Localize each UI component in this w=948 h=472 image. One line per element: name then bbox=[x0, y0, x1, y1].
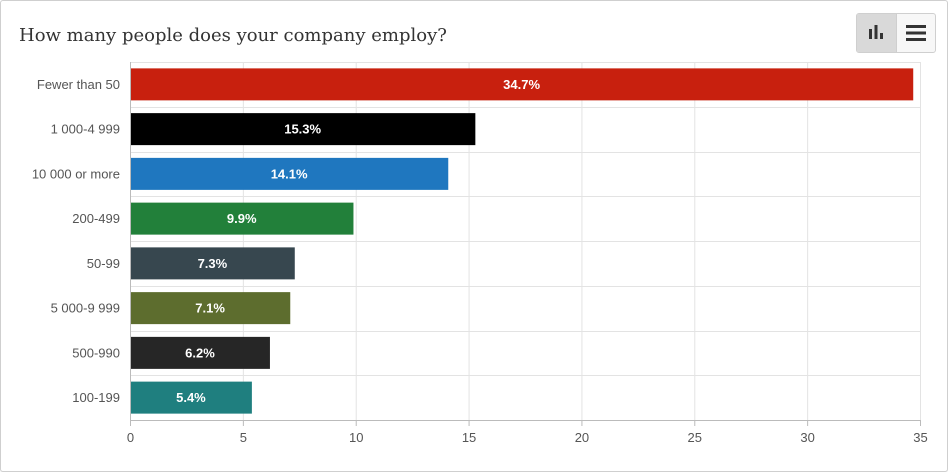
category-label: 5 000-9 999 bbox=[51, 301, 120, 316]
x-tick-label: 20 bbox=[575, 430, 589, 445]
category-label: 500-990 bbox=[72, 345, 120, 360]
bar bbox=[131, 292, 291, 325]
x-tick-label: 35 bbox=[913, 430, 927, 445]
view-toggle bbox=[856, 13, 936, 53]
bar bbox=[131, 247, 295, 280]
data-label: 5.4% bbox=[176, 390, 206, 405]
bar bbox=[131, 202, 354, 235]
category-label: Fewer than 50 bbox=[37, 77, 120, 92]
x-tick-label: 30 bbox=[800, 430, 814, 445]
data-label: 7.1% bbox=[195, 301, 225, 316]
category-label: 50-99 bbox=[87, 256, 120, 271]
x-tick-label: 15 bbox=[462, 430, 476, 445]
data-label: 15.3% bbox=[284, 122, 321, 137]
category-label: 1 000-4 999 bbox=[51, 122, 120, 137]
list-icon bbox=[905, 25, 926, 41]
bar-chart-icon bbox=[869, 25, 884, 39]
x-tick-label: 0 bbox=[127, 430, 134, 445]
x-tick-label: 25 bbox=[688, 430, 702, 445]
bar bbox=[131, 157, 449, 190]
data-label: 14.1% bbox=[271, 166, 308, 181]
category-label: 10 000 or more bbox=[32, 166, 120, 181]
data-label: 9.9% bbox=[227, 211, 257, 226]
category-label: 200-499 bbox=[72, 211, 120, 226]
data-label: 34.7% bbox=[503, 77, 540, 92]
chart-title: How many people does your company employ… bbox=[19, 25, 447, 46]
data-label: 6.2% bbox=[185, 345, 215, 360]
bar bbox=[131, 113, 476, 146]
x-tick-label: 5 bbox=[240, 430, 247, 445]
x-tick-label: 10 bbox=[349, 430, 363, 445]
bar bbox=[131, 336, 270, 369]
bar bbox=[131, 68, 914, 101]
data-label: 7.3% bbox=[198, 256, 228, 271]
category-label: 100-199 bbox=[72, 390, 120, 405]
bar bbox=[131, 381, 252, 414]
chart-view-button[interactable] bbox=[857, 14, 896, 52]
table-view-button[interactable] bbox=[895, 14, 936, 52]
